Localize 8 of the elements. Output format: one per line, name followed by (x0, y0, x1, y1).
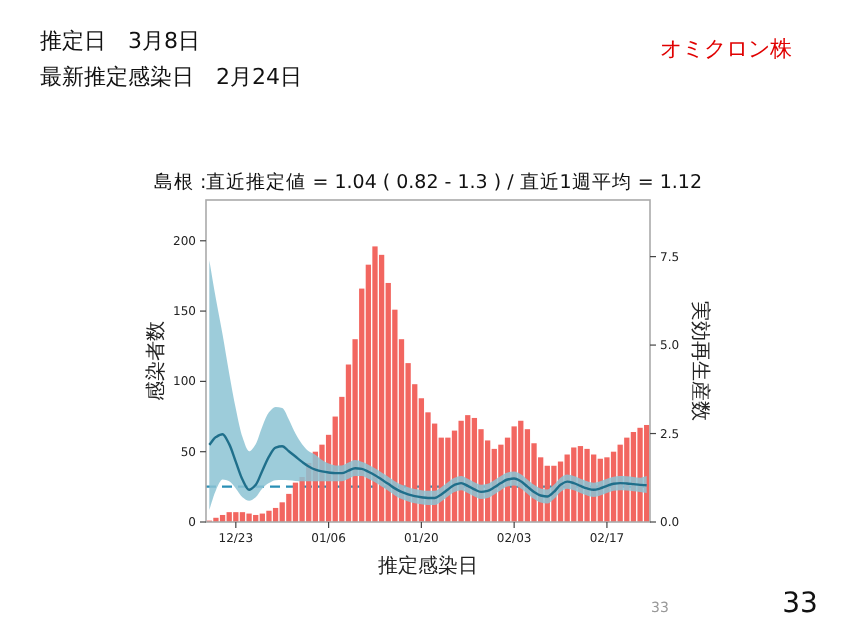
chart-title: 島根 :直近推定値 = 1.04 ( 0.82 - 1.3 ) / 直近1週平均 = 1.12 (153, 170, 703, 194)
text: 33 (782, 588, 818, 620)
text: 推定日 3月8日 (40, 28, 200, 54)
text: 最新推定感染日 2月24日 (40, 64, 302, 90)
y-axis-title: 感染者数 (144, 321, 168, 401)
x-axis-title: 推定感染日 (378, 554, 478, 578)
y2-axis-title: 実効再生産数 (688, 301, 712, 421)
text: オミクロン株 (660, 36, 792, 62)
